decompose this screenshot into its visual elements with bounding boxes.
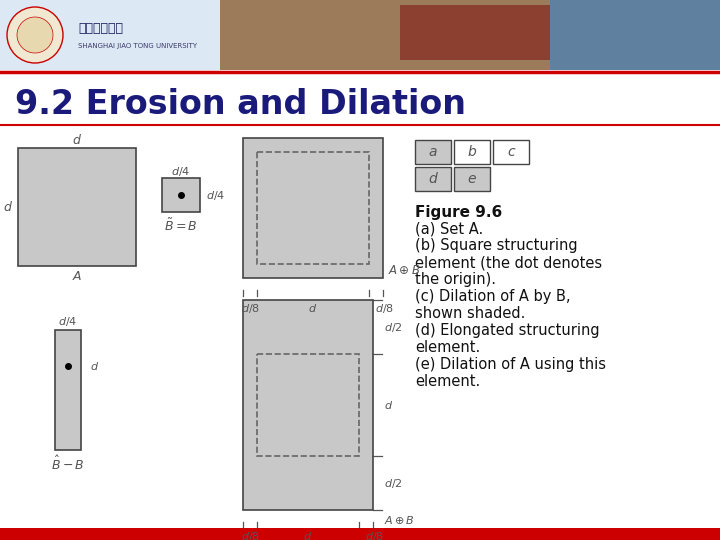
Text: 9.2 Erosion and Dilation: 9.2 Erosion and Dilation — [15, 89, 466, 122]
Text: (b) Square structuring: (b) Square structuring — [415, 238, 577, 253]
Text: $d$: $d$ — [308, 302, 318, 314]
Text: $d$: $d$ — [384, 399, 393, 411]
Text: c: c — [507, 145, 515, 159]
Text: $d/4$: $d/4$ — [58, 315, 78, 328]
Text: $\tilde{B} = B$: $\tilde{B} = B$ — [164, 218, 198, 234]
Text: d: d — [428, 172, 437, 186]
Bar — [162, 178, 200, 212]
Text: $d/8$: $d/8$ — [374, 302, 393, 315]
Text: $A$: $A$ — [72, 269, 82, 282]
Bar — [257, 354, 359, 456]
Text: $A \oplus B$: $A \oplus B$ — [388, 264, 420, 276]
Bar — [220, 0, 720, 70]
Text: $d/2$: $d/2$ — [384, 476, 402, 489]
Text: $d/2$: $d/2$ — [384, 321, 402, 334]
Text: $d/4$: $d/4$ — [207, 188, 225, 201]
Text: $d$: $d$ — [303, 530, 312, 540]
Text: $d/4$: $d/4$ — [171, 165, 191, 178]
Text: $d$: $d$ — [91, 360, 99, 372]
Text: b: b — [467, 145, 477, 159]
Circle shape — [17, 17, 53, 53]
Bar — [454, 167, 490, 191]
Text: $d$: $d$ — [3, 200, 13, 214]
Text: the origin).: the origin). — [415, 272, 496, 287]
Bar — [493, 140, 529, 164]
Text: SHANGHAI JIAO TONG UNIVERSITY: SHANGHAI JIAO TONG UNIVERSITY — [78, 43, 197, 49]
Bar — [243, 300, 373, 510]
Text: element.: element. — [415, 340, 480, 355]
Text: (a) Set A.: (a) Set A. — [415, 221, 483, 236]
Text: $d/8$: $d/8$ — [365, 530, 383, 540]
Text: $d$: $d$ — [72, 133, 82, 147]
Bar — [400, 5, 710, 60]
Text: element (the dot denotes: element (the dot denotes — [415, 255, 602, 270]
Text: Figure 9.6: Figure 9.6 — [415, 205, 503, 220]
Bar — [415, 167, 451, 191]
Bar — [257, 152, 369, 264]
Text: $d/8$: $d/8$ — [240, 530, 259, 540]
Bar — [0, 0, 720, 70]
Text: a: a — [428, 145, 437, 159]
Bar — [454, 140, 490, 164]
Text: $A \oplus B$: $A \oplus B$ — [384, 514, 415, 526]
Text: (d) Elongated structuring: (d) Elongated structuring — [415, 323, 600, 338]
Bar — [55, 330, 81, 450]
Circle shape — [7, 7, 63, 63]
Text: (e) Dilation of A using this: (e) Dilation of A using this — [415, 357, 606, 372]
Text: $\hat{B} - B$: $\hat{B} - B$ — [51, 455, 85, 473]
Bar — [243, 138, 383, 278]
Bar — [220, 0, 720, 70]
Bar — [0, 528, 720, 540]
Bar — [550, 0, 720, 70]
Text: element.: element. — [415, 374, 480, 389]
Text: shown shaded.: shown shaded. — [415, 306, 526, 321]
Text: (c) Dilation of A by B,: (c) Dilation of A by B, — [415, 289, 570, 304]
Bar — [415, 140, 451, 164]
Bar — [18, 148, 136, 266]
Text: e: e — [468, 172, 476, 186]
Text: $d/8$: $d/8$ — [240, 302, 259, 315]
Text: 上海交通大学: 上海交通大学 — [78, 22, 123, 35]
